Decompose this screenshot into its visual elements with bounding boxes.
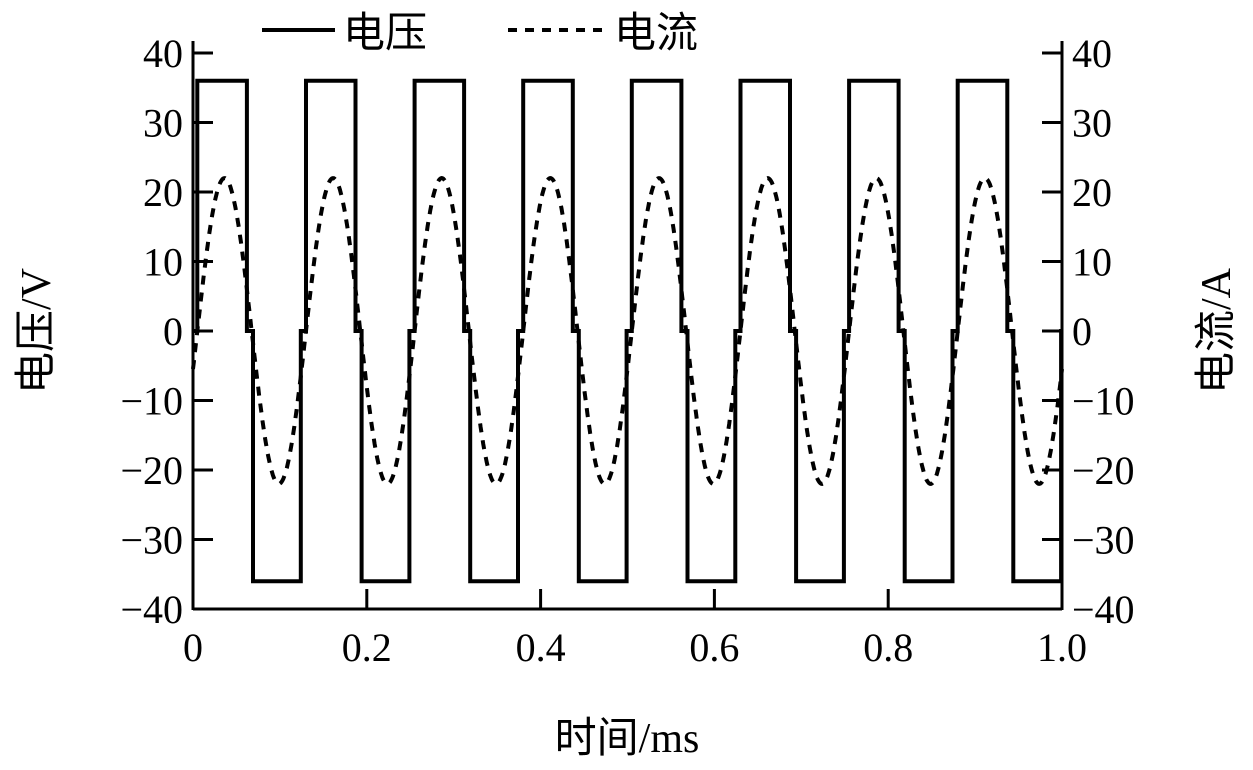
y-tick-label-right: −20 — [1072, 448, 1135, 493]
x-axis-label: 时间/ms — [555, 716, 700, 762]
x-tick-label: 1.0 — [1037, 625, 1087, 670]
series-voltage-line — [193, 78, 1064, 584]
y-tick-label-right: −40 — [1072, 587, 1135, 632]
y-tick-label-left: 0 — [163, 309, 183, 354]
legend: 电压 电流 — [262, 11, 698, 57]
y-axis-right-label: 电流/A — [1194, 267, 1240, 394]
y-tick-label-right: 30 — [1072, 101, 1112, 146]
x-tick-label: 0.2 — [342, 625, 392, 670]
y-tick-label-left: 30 — [143, 101, 183, 146]
x-tick-label: 0.8 — [863, 625, 913, 670]
series — [191, 78, 1064, 584]
ticks: 40 40 30 30 20 20 10 10 0 0 −10 −10 −20 −20 −30 −30 −40 −… — [120, 31, 1134, 670]
y-axis-left-label: 电压/V — [14, 268, 60, 394]
legend-voltage-label: 电压 — [343, 11, 427, 57]
y-tick-label-right: 20 — [1072, 170, 1112, 215]
y-tick-label-right: 10 — [1072, 240, 1112, 285]
y-tick-label-right: 0 — [1072, 309, 1092, 354]
y-tick-label-left: −30 — [120, 518, 183, 563]
legend-current-label: 电流 — [614, 11, 698, 57]
y-tick-label-left: −10 — [120, 379, 183, 424]
y-tick-label-left: 40 — [143, 31, 183, 76]
y-tick-label-right: 40 — [1072, 31, 1112, 76]
x-tick-label: 0.4 — [516, 625, 566, 670]
y-tick-label-left: −40 — [120, 587, 183, 632]
y-tick-label-left: −20 — [120, 448, 183, 493]
x-tick-label: 0.6 — [689, 625, 739, 670]
y-tick-label-left: 10 — [143, 240, 183, 285]
y-tick-label-right: −10 — [1072, 379, 1135, 424]
y-tick-label-left: 20 — [143, 170, 183, 215]
x-tick-label: 0 — [183, 625, 203, 670]
y-tick-label-right: −30 — [1072, 518, 1135, 563]
